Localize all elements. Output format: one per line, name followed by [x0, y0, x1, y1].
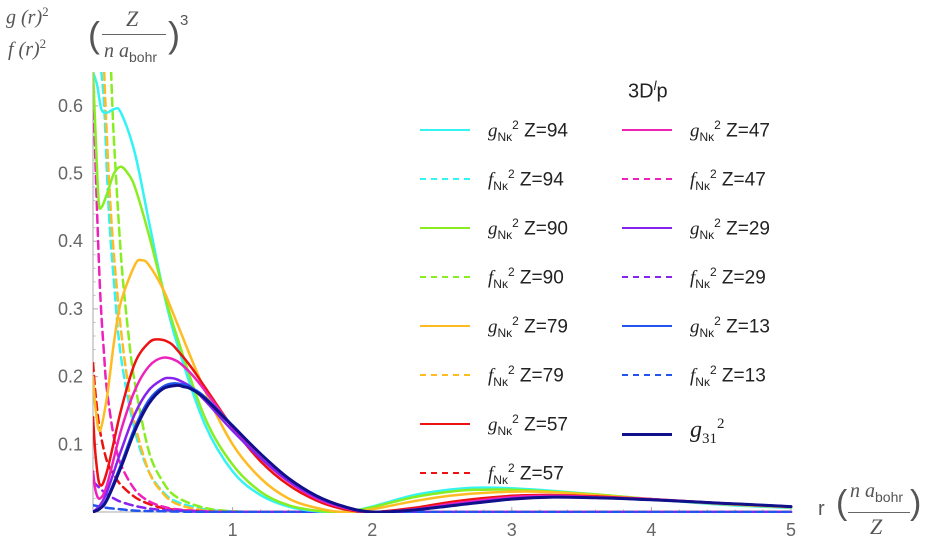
legend-label: gNκ2 Z=94: [488, 118, 568, 145]
legend-label: gNκ2 Z=90: [488, 216, 568, 243]
legend-label: fNκ2 Z=47: [690, 167, 766, 194]
ylabel-unit-close-paren: ): [168, 14, 180, 55]
x-tick-label: 3: [507, 520, 517, 540]
series-line-f-n-2-z-79-dashed: [102, 72, 793, 513]
legend-label: gNκ2 Z=79: [488, 314, 568, 341]
legend-label: fNκ2 Z=29: [690, 265, 766, 292]
xlabel-denominator: Z: [870, 514, 883, 539]
ylabel-unit-open-paren: (: [88, 14, 100, 55]
ylabel-unit-exponent: 3: [180, 12, 189, 29]
legend-label: fNκ2 Z=79: [488, 363, 564, 390]
ylabel-unit-fraction-bar: [102, 34, 166, 35]
ylabel-f: f (r)2: [8, 36, 47, 61]
legend-swatch: [622, 129, 672, 131]
series-line-g-n-2-z-94: [93, 72, 793, 513]
axes: 1 2 3 4 5 0.1 0.2 0.3 0.4 0.5 0.6: [58, 72, 796, 540]
y-tick-label: 0.2: [58, 367, 83, 387]
legend-swatch: [622, 178, 672, 180]
legend-swatch: [420, 472, 470, 474]
legend-swatch: [420, 423, 470, 425]
legend-label: gNκ2 Z=29: [690, 216, 770, 243]
xlabel-r: r: [818, 498, 825, 520]
legend-label: fNκ2 Z=13: [690, 363, 766, 390]
series-line-g-n-2-z-57: [93, 338, 793, 513]
legend-label: gNκ2 Z=13: [690, 314, 770, 341]
legend-label: gNκ2 Z=47: [690, 118, 770, 145]
x-tick-label: 1: [228, 520, 238, 540]
y-tick-label: 0.5: [58, 164, 83, 184]
legend-label: fNκ2 Z=90: [488, 265, 564, 292]
series-line-g-31-2: [93, 383, 793, 513]
x-tick-label: 2: [367, 520, 377, 540]
legend-swatch: [420, 178, 470, 180]
series-line-f-n-2-z-94-dashed: [100, 72, 793, 513]
legend-swatch: [420, 374, 470, 376]
legend-swatch: [420, 227, 470, 229]
legend-swatch: [622, 374, 672, 376]
y-tick-label: 0.3: [58, 299, 83, 319]
legend-swatch: [622, 276, 672, 278]
legend-label: gNκ2 Z=57: [488, 412, 568, 439]
legend-label: fNκ2 Z=94: [488, 167, 564, 194]
x-tick-label: 4: [646, 520, 656, 540]
ylabel-g: g (r)2: [6, 4, 49, 29]
legend-swatch: [420, 276, 470, 278]
legend-label: fNκ2 Z=57: [488, 461, 564, 488]
ylabel-unit-numerator: Z: [126, 6, 139, 31]
xlabel-numerator: n abohr: [850, 480, 904, 505]
series-line-f-n-2-z-90-dashed: [109, 72, 793, 513]
series-line-g-n-2-z-79: [93, 258, 793, 513]
legend-swatch: [622, 227, 672, 229]
ylabel-unit-denominator: n abohr: [104, 40, 158, 65]
legend-title: 3Dlp: [628, 78, 668, 103]
legend-swatch: [420, 325, 470, 327]
x-tick-label: 5: [786, 520, 796, 540]
legend-swatch: [622, 325, 672, 327]
xlabel-close-paren: ): [910, 484, 922, 522]
legend-swatch: [622, 433, 672, 436]
curves: [93, 72, 793, 513]
y-tick-label: 0.6: [58, 96, 83, 116]
legend-swatch: [420, 129, 470, 131]
xlabel-open-paren: (: [836, 484, 848, 522]
series-line-g-n-2-z-47: [93, 356, 793, 513]
y-tick-label: 0.1: [58, 434, 83, 454]
series-line-f-n-2-z-47-dashed: [93, 72, 793, 513]
xlabel-fraction-bar: [848, 512, 910, 513]
series-line-g-n-2-z-90: [93, 72, 793, 513]
y-tick-label: 0.4: [58, 231, 83, 251]
legend-label: g312: [690, 416, 725, 447]
